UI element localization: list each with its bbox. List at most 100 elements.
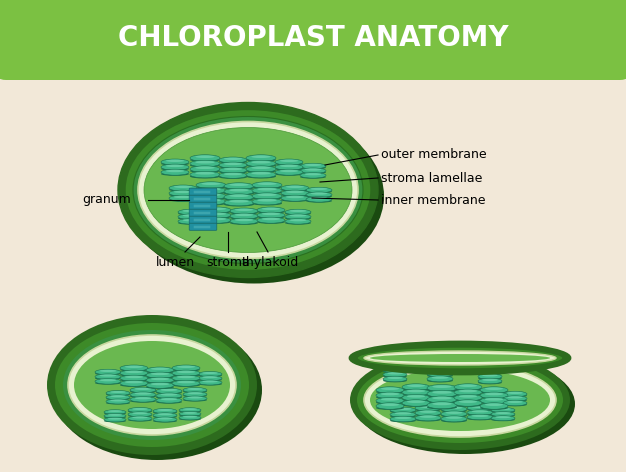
Ellipse shape — [169, 195, 197, 201]
Ellipse shape — [146, 382, 174, 388]
Ellipse shape — [230, 208, 258, 214]
Ellipse shape — [146, 377, 174, 383]
Ellipse shape — [161, 167, 189, 171]
Bar — [6, 50, 620, 70]
Ellipse shape — [491, 410, 515, 413]
Ellipse shape — [229, 184, 249, 186]
Ellipse shape — [196, 198, 226, 205]
Ellipse shape — [503, 396, 527, 401]
Ellipse shape — [198, 371, 222, 377]
Ellipse shape — [441, 409, 467, 413]
Ellipse shape — [381, 388, 399, 390]
FancyBboxPatch shape — [193, 191, 210, 194]
Ellipse shape — [478, 369, 502, 375]
Ellipse shape — [157, 418, 173, 420]
Ellipse shape — [203, 215, 231, 219]
Ellipse shape — [125, 371, 143, 373]
Ellipse shape — [151, 373, 169, 375]
Ellipse shape — [252, 185, 282, 189]
Ellipse shape — [230, 213, 258, 219]
Ellipse shape — [106, 397, 130, 400]
Ellipse shape — [306, 187, 332, 193]
Ellipse shape — [120, 370, 148, 376]
Ellipse shape — [202, 376, 218, 378]
Ellipse shape — [415, 415, 441, 421]
Ellipse shape — [172, 380, 200, 386]
Ellipse shape — [153, 408, 177, 413]
Ellipse shape — [507, 392, 523, 394]
Ellipse shape — [95, 381, 121, 385]
Ellipse shape — [280, 160, 298, 162]
Ellipse shape — [419, 405, 436, 408]
Ellipse shape — [485, 398, 503, 401]
Ellipse shape — [124, 109, 384, 284]
Ellipse shape — [407, 384, 425, 387]
Ellipse shape — [478, 374, 502, 379]
Ellipse shape — [485, 388, 503, 390]
Ellipse shape — [179, 414, 201, 416]
Ellipse shape — [480, 397, 508, 404]
Ellipse shape — [454, 392, 482, 396]
Ellipse shape — [153, 411, 177, 414]
Ellipse shape — [178, 214, 204, 219]
Ellipse shape — [146, 367, 174, 373]
Ellipse shape — [310, 197, 327, 199]
Ellipse shape — [120, 375, 148, 381]
FancyBboxPatch shape — [189, 209, 217, 216]
Ellipse shape — [290, 219, 307, 221]
Ellipse shape — [202, 380, 218, 382]
Ellipse shape — [459, 390, 477, 392]
Ellipse shape — [104, 410, 126, 414]
Ellipse shape — [480, 401, 508, 405]
Ellipse shape — [482, 374, 498, 377]
Ellipse shape — [427, 399, 457, 404]
Ellipse shape — [235, 209, 253, 211]
Ellipse shape — [285, 209, 311, 215]
Ellipse shape — [196, 182, 226, 188]
Ellipse shape — [183, 398, 207, 402]
Ellipse shape — [427, 371, 453, 377]
Ellipse shape — [503, 394, 527, 397]
Ellipse shape — [427, 388, 457, 392]
Ellipse shape — [387, 377, 403, 379]
Ellipse shape — [446, 416, 463, 419]
Ellipse shape — [132, 408, 148, 410]
Ellipse shape — [52, 320, 262, 460]
Ellipse shape — [306, 192, 332, 197]
Ellipse shape — [300, 166, 326, 169]
Ellipse shape — [120, 380, 148, 386]
Ellipse shape — [55, 323, 249, 447]
Ellipse shape — [100, 370, 116, 372]
Ellipse shape — [364, 363, 556, 437]
Ellipse shape — [120, 373, 148, 377]
Ellipse shape — [219, 175, 247, 179]
Ellipse shape — [427, 379, 453, 382]
Ellipse shape — [187, 392, 203, 394]
Ellipse shape — [300, 163, 326, 169]
Ellipse shape — [230, 221, 258, 225]
Ellipse shape — [507, 396, 523, 398]
Ellipse shape — [120, 365, 148, 371]
Ellipse shape — [383, 370, 407, 373]
Ellipse shape — [251, 155, 271, 158]
Ellipse shape — [174, 191, 192, 193]
Ellipse shape — [390, 412, 416, 417]
Ellipse shape — [130, 387, 156, 393]
Ellipse shape — [178, 219, 204, 224]
Ellipse shape — [135, 388, 151, 390]
Ellipse shape — [441, 406, 467, 412]
Ellipse shape — [383, 379, 407, 382]
Ellipse shape — [370, 354, 550, 362]
Ellipse shape — [246, 155, 276, 161]
Ellipse shape — [106, 402, 130, 405]
Ellipse shape — [257, 199, 277, 202]
Ellipse shape — [310, 188, 327, 190]
Ellipse shape — [402, 387, 430, 391]
Ellipse shape — [125, 366, 143, 368]
Ellipse shape — [169, 198, 197, 202]
Ellipse shape — [376, 396, 404, 399]
Ellipse shape — [224, 183, 254, 189]
Ellipse shape — [153, 417, 177, 422]
Ellipse shape — [491, 418, 515, 421]
Ellipse shape — [415, 418, 441, 421]
